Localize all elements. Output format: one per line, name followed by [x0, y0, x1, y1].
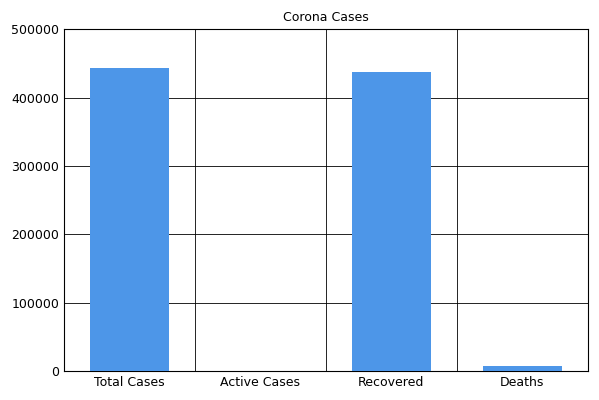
- Bar: [483, 366, 562, 371]
- Bar: [352, 72, 431, 371]
- Title: Corona Cases: Corona Cases: [283, 11, 369, 24]
- Bar: [90, 68, 169, 371]
